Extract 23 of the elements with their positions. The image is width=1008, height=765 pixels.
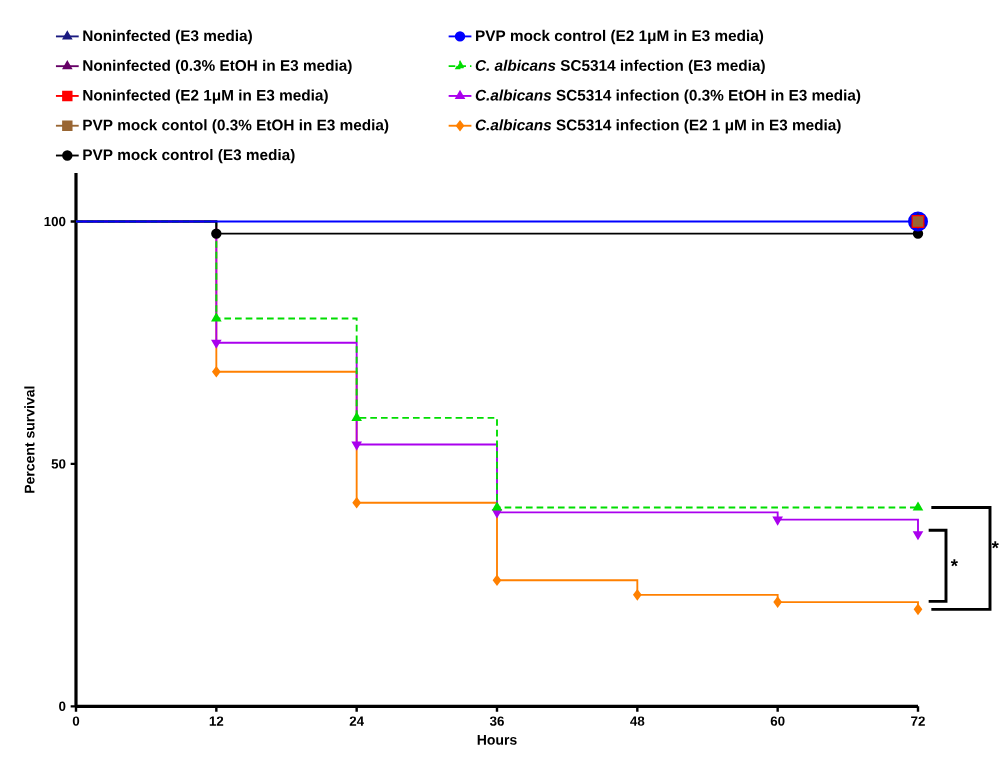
y-tick-label: 100 — [44, 216, 66, 227]
legend-label: Noninfected (E3 media) — [83, 29, 252, 45]
x-tick-label: 12 — [209, 716, 224, 726]
x-tick-label: 60 — [770, 716, 785, 726]
legend-label: C.albicans SC5314 infection (0.3% EtOH in E3 media) — [475, 89, 861, 104]
legend-label: PVP mock control (E3 media) — [83, 148, 295, 164]
legend-label: PVP mock contol (0.3% EtOH in E3 media) — [83, 119, 389, 134]
x-axis-title: Hours — [477, 735, 517, 745]
y-axis-title: Percent survival — [24, 386, 35, 493]
legend-label: C.albicans SC5314 infection (E2 1 μM in E3 media) — [475, 119, 841, 134]
x-tick-label: 36 — [489, 716, 504, 726]
y-tick-label: 50 — [51, 459, 66, 469]
text: * — [950, 559, 958, 567]
legend-label: C. albicans SC5314 infection (E3 media) — [475, 59, 765, 74]
x-tick-label: 0 — [72, 716, 80, 726]
x-tick-label: 72 — [911, 716, 925, 726]
text: * — [991, 541, 999, 549]
x-tick-label: 24 — [349, 716, 364, 726]
legend-label: PVP mock control (E2 1μM in E3 media) — [476, 29, 764, 45]
legend-label: Noninfected (E2 1μM in E3 media) — [83, 89, 328, 104]
y-tick-label: 0 — [59, 701, 66, 712]
x-tick-label: 48 — [630, 716, 645, 726]
legend-label: Noninfected (0.3% EtOH in E3 media) — [83, 59, 352, 74]
